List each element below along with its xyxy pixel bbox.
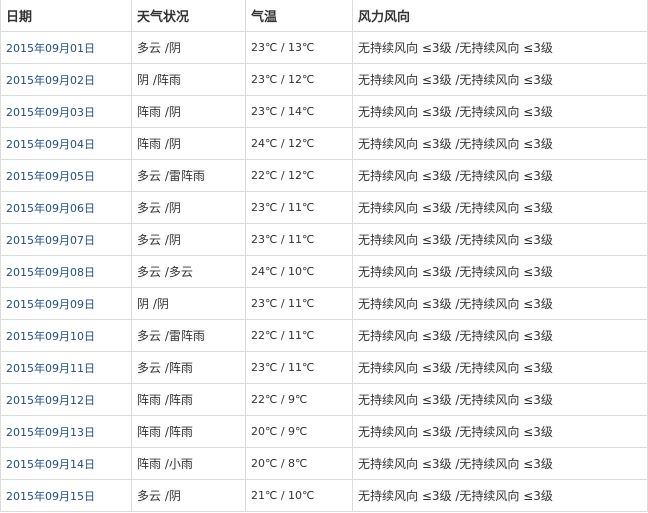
table-row: 2015年09月02日阴 /阵雨 23℃ / 12℃ 无持续风向 ≤3级 /无持续风…	[0, 63, 648, 96]
table-row: 2015年09月03日 阵雨 /阴 23℃ / 14℃ 无持续风向 ≤3级 /无持续风…	[0, 95, 648, 128]
temperature-cell: 23℃ / 11℃	[245, 191, 353, 224]
weather-cell: 阴 /阵雨	[131, 63, 246, 96]
date-link[interactable]: 2015年09月05日	[0, 159, 132, 192]
table-row: 2015年09月12日 阵雨 /阵雨 22℃ / 9℃ 无持续风向 ≤3级 /无持续风…	[0, 383, 648, 416]
weather-cell: 阵雨 /阵雨	[131, 383, 246, 416]
date-link[interactable]: 2015年09月09日	[0, 287, 132, 320]
weather-cell: 阵雨 /小雨	[131, 447, 246, 480]
wind-cell: 无持续风向 ≤3级 /无持续风向 ≤3级	[352, 95, 648, 128]
date-link[interactable]: 2015年09月04日	[0, 127, 132, 160]
table-row: 2015年09月14日 阵雨 /小雨 20℃ / 8℃ 无持续风向 ≤3级 /无持续风…	[0, 447, 648, 480]
wind-cell: 无持续风向 ≤3级 /无持续风向 ≤3级	[352, 351, 648, 384]
temperature-cell: 23℃ / 11℃	[245, 287, 353, 320]
temperature-cell: 24℃ / 12℃	[245, 127, 353, 160]
table-row: 2015年09月07日 多云 /阴 23℃ / 11℃ 无持续风向 ≤3级 /无持续风…	[0, 223, 648, 256]
date-link[interactable]: 2015年09月08日	[0, 255, 132, 288]
date-link[interactable]: 2015年09月15日	[0, 479, 132, 512]
temperature-cell: 23℃ / 14℃	[245, 95, 353, 128]
table-row: 2015年09月10日 多云 /雷阵雨 22℃ / 11℃ 无持续风向 ≤3级 /无持…	[0, 319, 648, 352]
temperature-cell: 23℃ / 13℃	[245, 31, 353, 64]
wind-cell: 无持续风向 ≤3级 /无持续风向 ≤3级	[352, 479, 648, 512]
table-row: 2015年09月15日 多云 /阴 21℃ / 10℃ 无持续风向 ≤3级 /无持续风…	[0, 479, 648, 512]
date-link[interactable]: 2015年09月03日	[0, 95, 132, 128]
weather-cell: 阵雨 /阴	[131, 127, 246, 160]
weather-cell: 多云 /雷阵雨	[131, 319, 246, 352]
temperature-cell: 20℃ / 9℃	[245, 415, 353, 448]
wind-cell: 无持续风向 ≤3级 /无持续风向 ≤3级	[352, 127, 648, 160]
temperature-cell: 23℃ / 12℃	[245, 63, 353, 96]
table-row: 2015年09月06日 多云 /阴 23℃ / 11℃ 无持续风向 ≤3级 /无持续风…	[0, 191, 648, 224]
header-temperature: 气温	[245, 0, 353, 32]
date-link[interactable]: 2015年09月14日	[0, 447, 132, 480]
date-link[interactable]: 2015年09月07日	[0, 223, 132, 256]
table-row: 2015年09月13日 阵雨 /阵雨 20℃ / 9℃ 无持续风向 ≤3级 /无持续风…	[0, 415, 648, 448]
date-link[interactable]: 2015年09月12日	[0, 383, 132, 416]
weather-cell: 多云 /阴	[131, 479, 246, 512]
table-row: 2015年09月08日 多云 /多云 24℃ / 10℃ 无持续风向 ≤3级 /无持续…	[0, 255, 648, 288]
temperature-cell: 22℃ / 12℃	[245, 159, 353, 192]
date-link[interactable]: 2015年09月01日	[0, 31, 132, 64]
date-link[interactable]: 2015年09月11日	[0, 351, 132, 384]
wind-cell: 无持续风向 ≤3级 /无持续风向 ≤3级	[352, 255, 648, 288]
date-link[interactable]: 2015年09月02日	[0, 63, 132, 96]
temperature-cell: 20℃ / 8℃	[245, 447, 353, 480]
header-date: 日期	[0, 0, 132, 32]
table-row: 2015年09月01日 多云 /阴 23℃ / 13℃ 无持续风向 ≤3级 /无持续风…	[0, 31, 648, 64]
temperature-cell: 24℃ / 10℃	[245, 255, 353, 288]
weather-cell: 多云 /雷阵雨	[131, 159, 246, 192]
wind-cell: 无持续风向 ≤3级 /无持续风向 ≤3级	[352, 415, 648, 448]
date-link[interactable]: 2015年09月06日	[0, 191, 132, 224]
weather-cell: 多云 /多云	[131, 255, 246, 288]
weather-cell: 阵雨 /阵雨	[131, 415, 246, 448]
wind-cell: 无持续风向 ≤3级 /无持续风向 ≤3级	[352, 31, 648, 64]
wind-cell: 无持续风向 ≤3级 /无持续风向 ≤3级	[352, 383, 648, 416]
table-row: 2015年09月09日阴 /阴 23℃ / 11℃ 无持续风向 ≤3级 /无持续风向…	[0, 287, 648, 320]
wind-cell: 无持续风向 ≤3级 /无持续风向 ≤3级	[352, 191, 648, 224]
weather-cell: 阵雨 /阴	[131, 95, 246, 128]
weather-cell: 多云 /阵雨	[131, 351, 246, 384]
wind-cell: 无持续风向 ≤3级 /无持续风向 ≤3级	[352, 63, 648, 96]
table-row: 2015年09月05日 多云 /雷阵雨 22℃ / 12℃ 无持续风向 ≤3级 /无持…	[0, 159, 648, 192]
temperature-cell: 22℃ / 9℃	[245, 383, 353, 416]
header-wind: 风力风向	[352, 0, 648, 32]
temperature-cell: 21℃ / 10℃	[245, 479, 353, 512]
header-weather: 天气状况	[131, 0, 246, 32]
temperature-cell: 23℃ / 11℃	[245, 223, 353, 256]
wind-cell: 无持续风向 ≤3级 /无持续风向 ≤3级	[352, 447, 648, 480]
date-link[interactable]: 2015年09月13日	[0, 415, 132, 448]
table-row: 2015年09月04日 阵雨 /阴 24℃ / 12℃ 无持续风向 ≤3级 /无持续风…	[0, 127, 648, 160]
weather-cell: 多云 /阴	[131, 223, 246, 256]
table-row: 2015年09月11日 多云 /阵雨 23℃ / 11℃ 无持续风向 ≤3级 /无持续…	[0, 351, 648, 384]
wind-cell: 无持续风向 ≤3级 /无持续风向 ≤3级	[352, 319, 648, 352]
weather-cell: 多云 /阴	[131, 191, 246, 224]
wind-cell: 无持续风向 ≤3级 /无持续风向 ≤3级	[352, 159, 648, 192]
weather-cell: 阴 /阴	[131, 287, 246, 320]
wind-cell: 无持续风向 ≤3级 /无持续风向 ≤3级	[352, 287, 648, 320]
date-link[interactable]: 2015年09月10日	[0, 319, 132, 352]
wind-cell: 无持续风向 ≤3级 /无持续风向 ≤3级	[352, 223, 648, 256]
header-row: 日期 天气状况 气温 风力风向	[0, 0, 648, 32]
temperature-cell: 23℃ / 11℃	[245, 351, 353, 384]
weather-cell: 多云 /阴	[131, 31, 246, 64]
temperature-cell: 22℃ / 11℃	[245, 319, 353, 352]
